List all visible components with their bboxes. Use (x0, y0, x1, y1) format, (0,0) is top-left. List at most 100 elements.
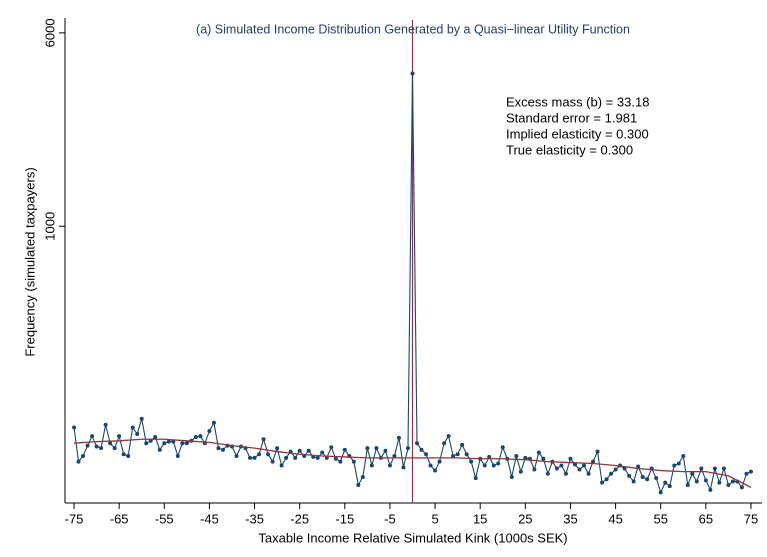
data-point (541, 456, 546, 461)
data-point (270, 459, 275, 464)
data-point (631, 479, 636, 484)
y-tick-label: 6000 (42, 18, 57, 47)
x-tick-label: -25 (290, 511, 309, 526)
data-point (180, 441, 185, 446)
data-point (487, 454, 492, 459)
data-point (667, 484, 672, 489)
data-point (681, 454, 686, 459)
data-point (374, 446, 379, 451)
data-point (572, 462, 577, 467)
data-point (139, 416, 144, 421)
data-point (532, 467, 537, 472)
data-point (559, 463, 564, 468)
annotation: True elasticity = 0.300 (506, 142, 633, 157)
data-point (577, 467, 582, 472)
data-point (216, 446, 221, 451)
data-point (121, 452, 126, 457)
data-point (613, 467, 618, 472)
data-point (369, 463, 374, 468)
data-point (509, 474, 514, 479)
x-tick-label: 35 (563, 511, 577, 526)
data-point (252, 455, 257, 460)
data-point (162, 441, 167, 446)
data-point (591, 459, 596, 464)
data-point (645, 477, 650, 482)
data-point (442, 441, 447, 446)
data-point (383, 448, 388, 453)
data-point (640, 474, 645, 479)
x-tick-label: -45 (200, 511, 219, 526)
data-point (419, 447, 424, 452)
data-point (99, 446, 104, 451)
data-point (658, 490, 663, 495)
data-point (586, 471, 591, 476)
data-point (315, 455, 320, 460)
x-axis-label: Taxable Income Relative Simulated Kink (… (258, 530, 567, 545)
x-tick-label: -75 (65, 511, 84, 526)
data-point (446, 434, 451, 439)
data-point (365, 446, 370, 451)
data-point (595, 449, 600, 454)
data-point (721, 466, 726, 471)
data-point (261, 437, 266, 442)
data-point (108, 441, 113, 446)
data-point (144, 441, 149, 446)
x-tick-label: 15 (473, 511, 487, 526)
data-point (90, 434, 95, 439)
x-tick-label: 55 (653, 511, 667, 526)
data-point (712, 466, 717, 471)
data-point (135, 431, 140, 436)
data-point (410, 71, 415, 76)
data-point (536, 450, 541, 455)
data-point (126, 454, 131, 459)
data-point (437, 459, 442, 464)
data-point (220, 447, 225, 452)
y-axis-label: Frequency (simulated taxpayers) (22, 167, 37, 356)
data-point (545, 471, 550, 476)
data-point (455, 452, 460, 457)
data-point (175, 454, 180, 459)
data-point (284, 455, 289, 460)
data-point (554, 466, 559, 471)
data-point (685, 482, 690, 487)
data-point (460, 442, 465, 447)
data-point (514, 454, 519, 459)
data-point (563, 471, 568, 476)
data-point (117, 434, 122, 439)
data-point (396, 435, 401, 440)
data-point (428, 463, 433, 468)
data-point (351, 459, 356, 464)
data-point (500, 445, 505, 450)
data-point (392, 454, 397, 459)
data-point (329, 445, 334, 450)
data-point (166, 439, 171, 444)
data-point (153, 434, 158, 439)
data-point (744, 471, 749, 476)
data-point (234, 454, 239, 459)
data-point (306, 448, 311, 453)
x-tick-label: 5 (431, 511, 438, 526)
data-point (211, 420, 216, 425)
data-point (112, 446, 117, 451)
annotation: Excess mass (b) = 33.18 (506, 94, 649, 109)
data-point (699, 466, 704, 471)
data-point (496, 461, 501, 466)
data-point (401, 465, 406, 470)
data-point (360, 474, 365, 479)
data-point (266, 452, 271, 457)
data-point (103, 422, 108, 427)
data-point (523, 455, 528, 460)
data-point (424, 452, 429, 457)
data-point (72, 425, 77, 430)
data-point (464, 452, 469, 457)
data-point (694, 479, 699, 484)
data-point (469, 459, 474, 464)
data-point (654, 476, 659, 481)
data-point (275, 446, 280, 451)
data-point (76, 459, 81, 464)
data-point (717, 480, 722, 485)
data-point (157, 447, 162, 452)
data-point (387, 463, 392, 468)
data-point (568, 456, 573, 461)
